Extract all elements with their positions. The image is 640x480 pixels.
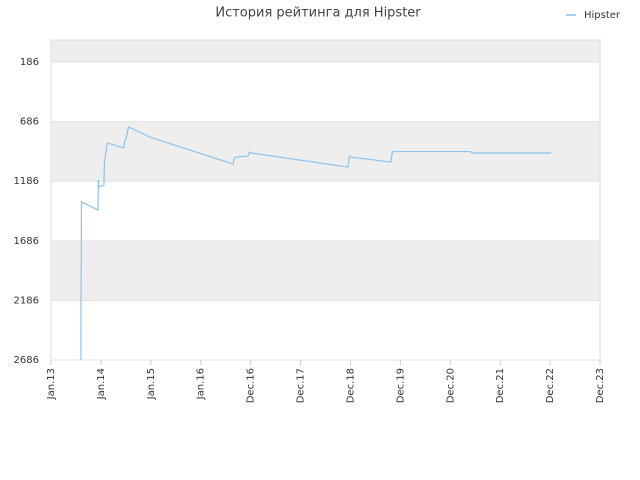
plot-band [51, 240, 600, 301]
x-tick-label: Dec.17 [296, 368, 307, 403]
plot-band [51, 121, 600, 182]
x-tick-label: Dec.23 [595, 368, 606, 403]
x-tick-label: Jan.15 [146, 368, 157, 400]
x-tick-label: Dec.16 [246, 368, 257, 403]
y-tick-label: 2686 [14, 355, 39, 366]
x-tick-label: Jan.13 [46, 368, 57, 400]
x-tick-label: Dec.21 [495, 368, 506, 403]
x-tick-label: Jan.14 [96, 368, 107, 400]
chart-title: История рейтинга для Hipster [215, 6, 421, 21]
plot-band [51, 40, 600, 63]
x-tick-label: Dec.19 [395, 368, 406, 403]
y-tick-label: 186 [20, 57, 39, 68]
y-tick-label: 1686 [14, 236, 39, 247]
plot-band [51, 181, 600, 241]
y-tick-label: 686 [20, 117, 39, 128]
plot-band [51, 300, 600, 360]
plot-band [51, 62, 600, 122]
x-tick-label: Dec.18 [345, 368, 356, 403]
line [80, 126, 552, 360]
x-tick-label: Jan.16 [196, 368, 207, 400]
x-tick-label: Dec.20 [445, 368, 456, 403]
x-tick-label: Dec.22 [545, 368, 556, 403]
legend-label: Hipster [584, 10, 621, 21]
y-tick-label: 1186 [14, 176, 39, 187]
y-tick-label: 2186 [14, 295, 39, 306]
